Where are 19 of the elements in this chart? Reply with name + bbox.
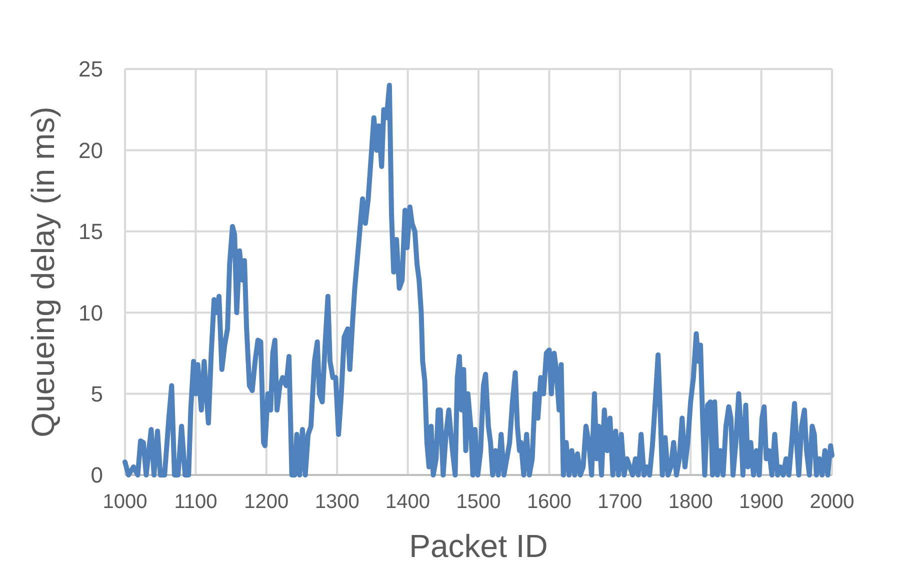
y-tick-label: 20 xyxy=(78,138,103,163)
x-tick-label: 2000 xyxy=(810,491,854,513)
x-tick-label: 1600 xyxy=(526,491,572,513)
y-tick-label: 0 xyxy=(90,462,103,488)
y-tick-label: 5 xyxy=(90,382,103,406)
x-tick-label: 1700 xyxy=(598,491,642,513)
x-tick-label: 1900 xyxy=(739,491,784,513)
x-tick-label: 1400 xyxy=(386,491,430,513)
y-axis-title: Queueing delay (in ms) xyxy=(25,106,61,438)
y-tick-label: 15 xyxy=(78,219,103,244)
x-tick-label: 1300 xyxy=(314,491,360,513)
x-tick-label: 1500 xyxy=(456,491,501,513)
x-axis-title: Packet ID xyxy=(409,528,548,564)
x-tick-label: 1800 xyxy=(668,491,713,513)
y-tick-label: 10 xyxy=(78,300,103,326)
x-tick-label: 1100 xyxy=(174,491,218,513)
x-tick-label: 1000 xyxy=(102,491,148,513)
y-tick-label: 25 xyxy=(78,56,103,82)
x-tick-label: 1200 xyxy=(244,491,289,513)
